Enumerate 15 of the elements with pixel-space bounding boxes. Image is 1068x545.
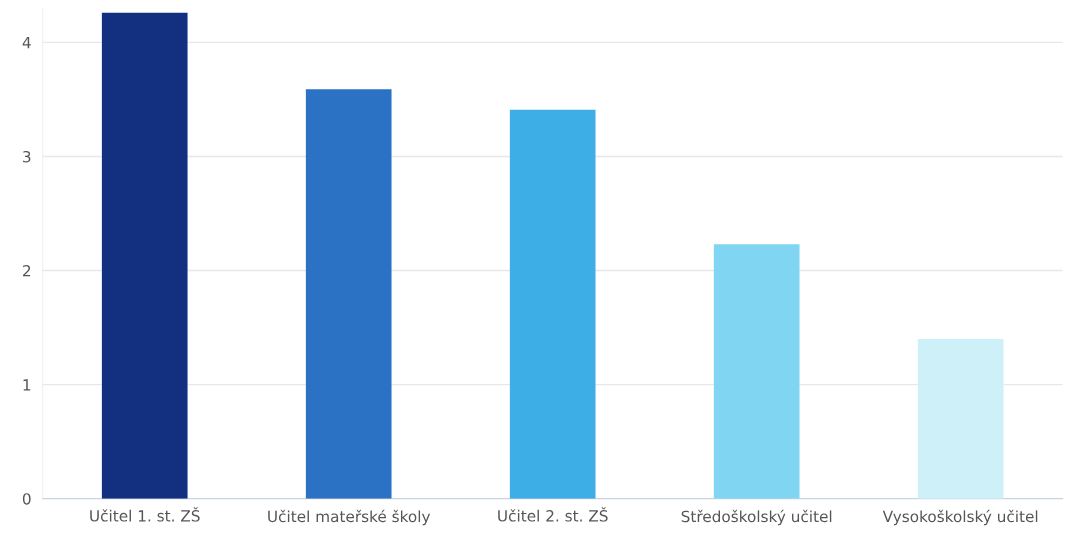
- bar: [713, 244, 800, 499]
- x-tick-label: Učitel 2. st. ZŠ: [498, 507, 608, 522]
- x-tick-label: Učitel 1. st. ZŠ: [90, 507, 200, 522]
- x-tick-label: Učitel mateřské školy: [268, 509, 431, 526]
- bar: [917, 338, 1004, 499]
- y-tick-label: 1: [23, 379, 31, 391]
- y-tick-label: 2: [23, 265, 31, 277]
- bar: [509, 109, 596, 499]
- x-tick-label: Středoškolský učitel: [681, 509, 832, 526]
- bar: [305, 89, 392, 499]
- x-tick-label: Vysokoškolský učitel: [882, 509, 1038, 526]
- y-tick-label: 4: [22, 37, 31, 49]
- y-tick-label: 3: [23, 150, 31, 163]
- y-tick-label: 0: [22, 493, 31, 505]
- bar: [101, 12, 188, 499]
